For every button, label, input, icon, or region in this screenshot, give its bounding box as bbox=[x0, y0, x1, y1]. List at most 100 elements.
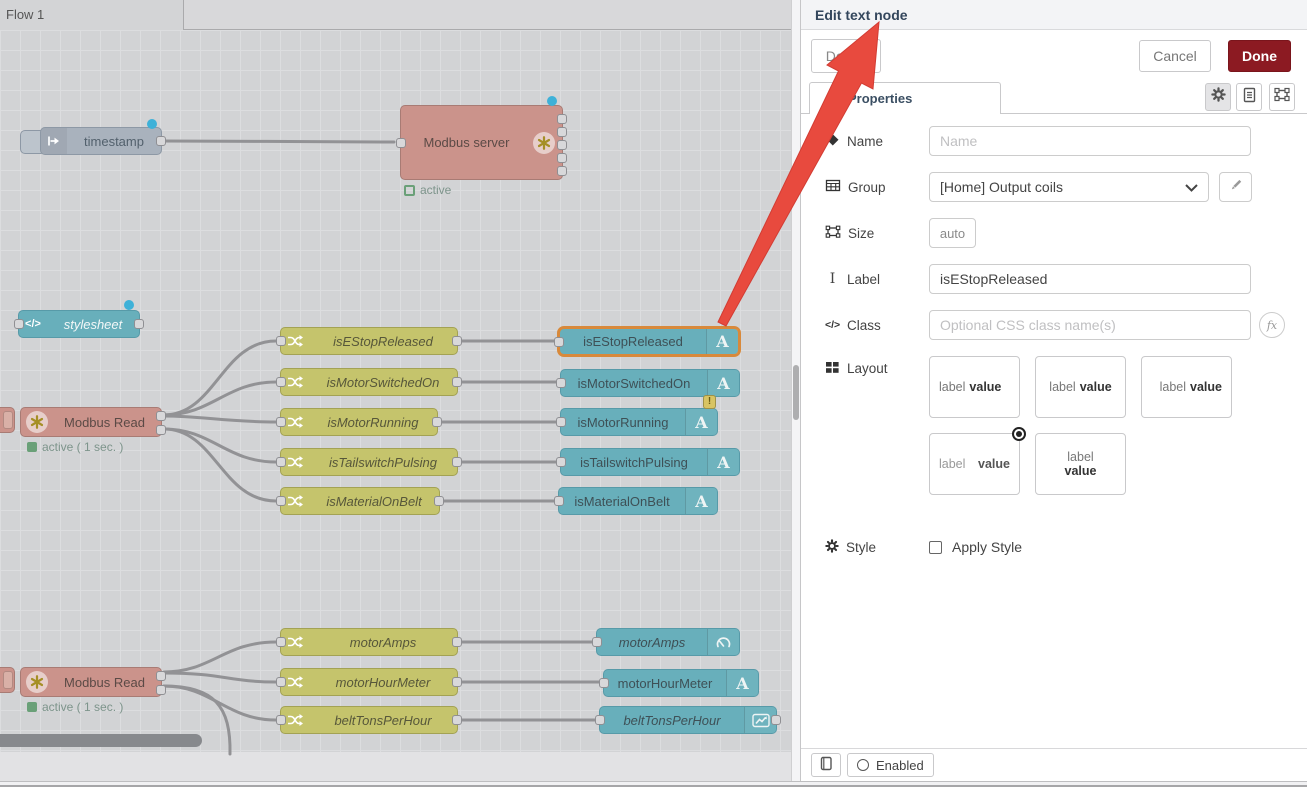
docs-button[interactable] bbox=[811, 753, 841, 777]
field-row-name: Name bbox=[825, 126, 1307, 156]
input-port[interactable] bbox=[556, 417, 566, 427]
output-port[interactable] bbox=[557, 153, 567, 163]
input-port[interactable] bbox=[276, 496, 286, 506]
output-port[interactable] bbox=[557, 140, 567, 150]
text-node[interactable]: motorHourMeter A bbox=[599, 669, 759, 697]
inject-node[interactable]: timestamp bbox=[40, 127, 166, 155]
output-port[interactable] bbox=[156, 425, 166, 435]
output-port[interactable] bbox=[771, 715, 781, 725]
class-input[interactable] bbox=[929, 310, 1251, 340]
vertical-scrollbar[interactable] bbox=[793, 365, 799, 420]
output-port[interactable] bbox=[452, 677, 462, 687]
edit-tray: Edit text node Delete Cancel Done Proper… bbox=[800, 0, 1307, 781]
partial-node[interactable] bbox=[0, 667, 15, 693]
document-icon bbox=[1242, 87, 1257, 108]
input-port[interactable] bbox=[554, 496, 564, 506]
group-select[interactable]: [Home] Output coils bbox=[929, 172, 1209, 202]
output-port[interactable] bbox=[134, 319, 144, 329]
output-port[interactable] bbox=[452, 715, 462, 725]
flow-tab[interactable]: Flow 1 bbox=[0, 0, 184, 30]
text-node[interactable]: isTailswitchPulsing A bbox=[556, 448, 740, 476]
partial-node[interactable] bbox=[0, 407, 15, 433]
input-port[interactable] bbox=[276, 677, 286, 687]
input-port[interactable] bbox=[276, 637, 286, 647]
output-port[interactable] bbox=[452, 637, 462, 647]
edit-group-button[interactable] bbox=[1219, 172, 1252, 202]
output-port[interactable] bbox=[434, 496, 444, 506]
tab-properties[interactable]: Properties bbox=[809, 82, 1001, 114]
output-port[interactable] bbox=[557, 114, 567, 124]
stylesheet-node[interactable]: </> stylesheet bbox=[14, 310, 144, 338]
wires-layer[interactable] bbox=[0, 0, 791, 781]
input-port[interactable] bbox=[556, 457, 566, 467]
change-node[interactable]: isMotorRunning bbox=[276, 408, 442, 436]
input-port[interactable] bbox=[276, 417, 286, 427]
output-port[interactable] bbox=[432, 417, 442, 427]
gauge-node[interactable]: motorAmps bbox=[592, 628, 740, 656]
changed-dot bbox=[547, 96, 557, 106]
input-port[interactable] bbox=[595, 715, 605, 725]
modbus-server-node[interactable]: Modbus server bbox=[396, 105, 567, 180]
change-node[interactable]: isMotorSwitchedOn bbox=[276, 368, 462, 396]
tab-properties-icon-button[interactable] bbox=[1205, 83, 1231, 111]
horizontal-scrollbar[interactable] bbox=[0, 734, 202, 747]
appearance-icon bbox=[1274, 87, 1290, 107]
vertical-scrollbar-track[interactable] bbox=[791, 0, 800, 781]
change-node[interactable]: motorHourMeter bbox=[276, 668, 462, 696]
text-node[interactable]: isMotorSwitchedOn A bbox=[556, 369, 740, 397]
input-port[interactable] bbox=[276, 457, 286, 467]
apply-style-checkbox[interactable] bbox=[929, 540, 942, 554]
name-input[interactable] bbox=[929, 126, 1251, 156]
fx-icon: fx bbox=[1266, 318, 1278, 332]
output-port[interactable] bbox=[156, 411, 166, 421]
modbus-icon bbox=[26, 671, 48, 693]
layout-option-left[interactable]: label value bbox=[929, 356, 1020, 418]
output-port[interactable] bbox=[156, 671, 166, 681]
modbus-read-node[interactable]: Modbus Read bbox=[20, 667, 166, 697]
flow-canvas[interactable]: Flow 1 timestamp Modbus server bbox=[0, 0, 791, 781]
change-node[interactable]: isTailswitchPulsing bbox=[276, 448, 462, 476]
node-label: timestamp bbox=[84, 133, 144, 149]
output-port[interactable] bbox=[557, 166, 567, 176]
input-port[interactable] bbox=[276, 715, 286, 725]
change-node[interactable]: isEStopReleased bbox=[276, 327, 462, 355]
output-port[interactable] bbox=[452, 457, 462, 467]
input-port[interactable] bbox=[592, 637, 602, 647]
change-node[interactable]: beltTonsPerHour bbox=[276, 706, 462, 734]
output-port[interactable] bbox=[452, 336, 462, 346]
input-port[interactable] bbox=[396, 138, 406, 148]
layout-option-center[interactable]: label value bbox=[1035, 356, 1126, 418]
apply-style-label: Apply Style bbox=[952, 539, 1023, 555]
expression-button[interactable]: fx bbox=[1259, 312, 1285, 338]
label-input[interactable] bbox=[929, 264, 1251, 294]
text-node[interactable]: isMaterialOnBelt A bbox=[554, 487, 718, 515]
group-label: Group bbox=[825, 178, 929, 196]
input-port[interactable] bbox=[276, 377, 286, 387]
layout-option-right[interactable]: label value bbox=[1141, 356, 1232, 418]
output-port[interactable] bbox=[156, 136, 166, 146]
input-port[interactable] bbox=[556, 378, 566, 388]
delete-button[interactable]: Delete bbox=[811, 39, 881, 73]
output-port[interactable] bbox=[557, 127, 567, 137]
cancel-button[interactable]: Cancel bbox=[1139, 40, 1211, 72]
tab-appearance-button[interactable] bbox=[1269, 83, 1295, 111]
tab-description-button[interactable] bbox=[1236, 83, 1262, 111]
input-port[interactable] bbox=[599, 678, 609, 688]
text-node[interactable]: isMotorRunning A bbox=[556, 408, 718, 436]
modbus-read-node[interactable]: Modbus Read bbox=[20, 407, 166, 437]
layout-option-spread-selected[interactable]: label value bbox=[929, 427, 1026, 495]
done-button[interactable]: Done bbox=[1228, 40, 1291, 72]
chart-node[interactable]: beltTonsPerHour bbox=[595, 706, 781, 734]
change-node[interactable]: motorAmps bbox=[276, 628, 462, 656]
output-port[interactable] bbox=[156, 685, 166, 695]
enabled-toggle[interactable]: Enabled bbox=[847, 753, 934, 777]
input-port[interactable] bbox=[14, 319, 24, 329]
input-port[interactable] bbox=[554, 337, 564, 347]
field-row-class: </> Class fx bbox=[825, 310, 1307, 340]
layout-option-stacked[interactable]: label value bbox=[1035, 433, 1126, 495]
change-node[interactable]: isMaterialOnBelt bbox=[276, 487, 444, 515]
size-auto-button[interactable]: auto bbox=[929, 218, 976, 248]
input-port[interactable] bbox=[276, 336, 286, 346]
text-node-selected[interactable]: isEStopReleased A bbox=[554, 326, 741, 357]
output-port[interactable] bbox=[452, 377, 462, 387]
